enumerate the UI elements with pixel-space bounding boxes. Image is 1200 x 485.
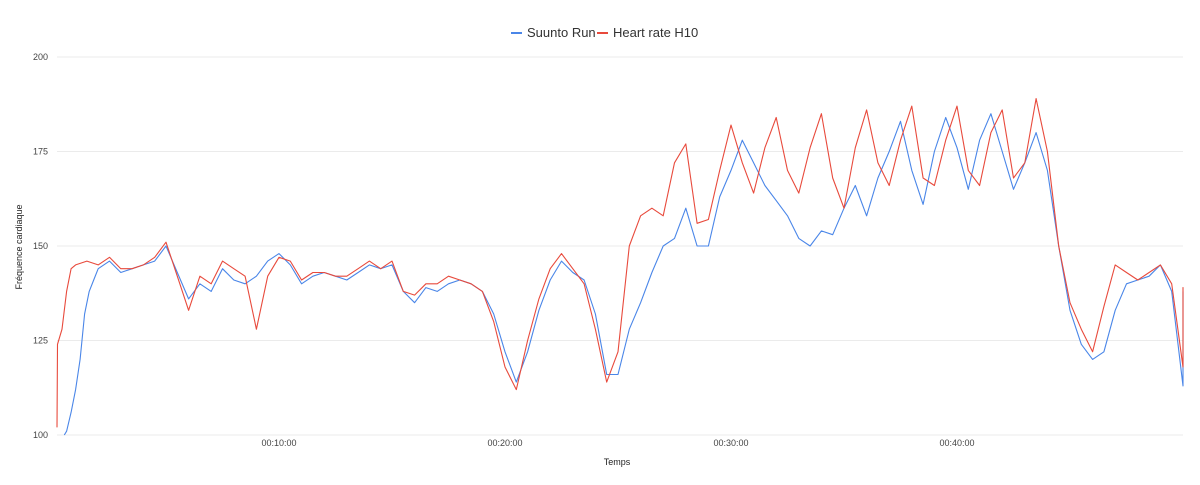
legend-item-heart-rate-h10[interactable]: Heart rate H10 [597, 25, 698, 40]
legend-label-suunto-run: Suunto Run [527, 25, 596, 40]
legend-item-suunto-run[interactable]: Suunto Run [511, 25, 596, 40]
x-tick-label-00:40:00: 00:40:00 [939, 438, 974, 448]
y-tick-label-200: 200 [33, 52, 48, 62]
y-axis-ticks: 100 125 150 175 200 [33, 52, 48, 440]
y-tick-label-100: 100 [33, 430, 48, 440]
series-lines [56, 98, 1184, 436]
x-axis-ticks: 00:10:00 00:20:00 00:30:00 00:40:00 [261, 438, 974, 448]
series-line-heart-rate-h10[interactable] [56, 98, 1184, 428]
y-tick-label-150: 150 [33, 241, 48, 251]
y-tick-label-125: 125 [33, 336, 48, 346]
legend-label-heart-rate-h10: Heart rate H10 [613, 25, 698, 40]
x-tick-label-00:20:00: 00:20:00 [487, 438, 522, 448]
y-tick-label-175: 175 [33, 147, 48, 157]
series-line-suunto-run[interactable] [63, 113, 1184, 436]
y-axis-label: Fréquence cardiaque [14, 204, 24, 289]
gridlines [57, 56, 1183, 436]
x-tick-label-00:10:00: 00:10:00 [261, 438, 296, 448]
x-tick-label-00:30:00: 00:30:00 [713, 438, 748, 448]
x-axis-label: Temps [604, 457, 631, 467]
legend: Suunto Run Heart rate H10 [511, 25, 698, 40]
